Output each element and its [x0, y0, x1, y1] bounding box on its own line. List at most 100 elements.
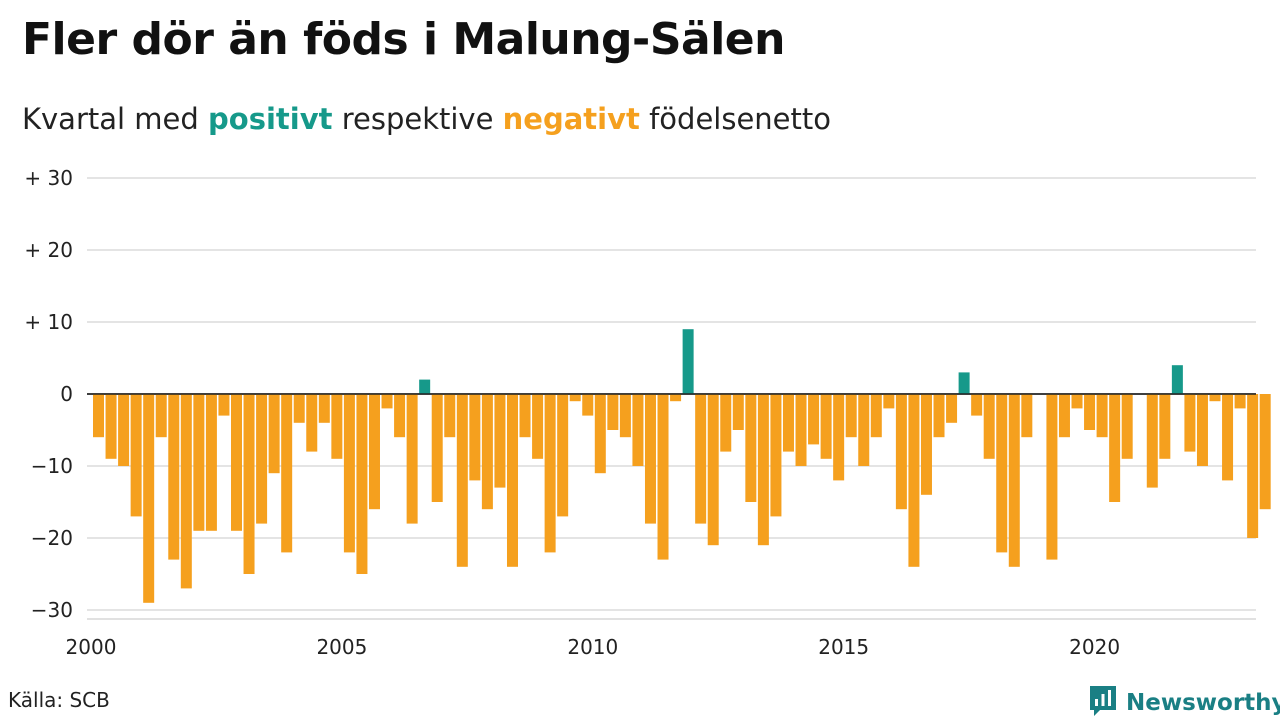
bar-negative [1109, 394, 1121, 502]
bar-negative [870, 394, 882, 438]
bar-negative [1209, 394, 1221, 402]
bar-positive [419, 379, 431, 394]
bar-negative [883, 394, 895, 409]
subtitle-part1: Kvartal med [22, 102, 209, 136]
bar-negative [1259, 394, 1271, 510]
bar-negative [1222, 394, 1234, 481]
bar-negative [381, 394, 393, 409]
bar-negative [1021, 394, 1033, 438]
bar-positive [958, 372, 970, 394]
bar-negative [1184, 394, 1196, 452]
bar-negative [858, 394, 870, 466]
bar-negative [557, 394, 569, 517]
bar-negative [745, 394, 757, 502]
bar-negative [1146, 394, 1158, 488]
chart-subtitle: Kvartal med positivt respektive negativt… [22, 102, 831, 136]
bar-negative [795, 394, 807, 466]
subtitle-part3: födelsenetto [639, 102, 831, 136]
subtitle-negative-word: negativt [502, 102, 640, 136]
bar-negative [808, 394, 820, 445]
bar-negative [306, 394, 318, 452]
bar-negative [569, 394, 581, 402]
bar-negative [619, 394, 631, 438]
bar-negative [218, 394, 230, 416]
bar-negative [544, 394, 556, 553]
bar-negative [720, 394, 732, 452]
bar-positive [682, 329, 694, 394]
bar-negative [833, 394, 845, 481]
bar-negative [1159, 394, 1171, 459]
bar-negative [394, 394, 406, 438]
bar-negative [582, 394, 594, 416]
bar-negative [456, 394, 468, 567]
bar-negative [281, 394, 293, 553]
y-tick-label: −20 [31, 526, 73, 550]
bar-negative [983, 394, 995, 459]
bar-negative [130, 394, 142, 517]
bar-negative [1196, 394, 1208, 466]
y-tick-label: + 30 [24, 166, 73, 190]
y-tick-label: + 10 [24, 310, 73, 334]
bar-negative [193, 394, 205, 531]
bar-negative [670, 394, 682, 402]
bar-negative [1071, 394, 1083, 409]
bar-negative [406, 394, 418, 524]
brand-name: Newsworthy [1126, 690, 1280, 716]
x-axis-labels: 2000 2005 2010 2015 2020 [66, 635, 1121, 659]
bar-negative [331, 394, 343, 459]
bar-negative [368, 394, 380, 510]
bar-negative [657, 394, 669, 560]
bar-negative [845, 394, 857, 438]
bar-negative [632, 394, 644, 466]
bar-negative [293, 394, 305, 423]
bar-negative [205, 394, 217, 531]
bar-negative [1247, 394, 1259, 538]
bar-negative [757, 394, 769, 546]
x-tick-label: 2010 [567, 635, 618, 659]
bar-negative [594, 394, 606, 474]
y-tick-label: 0 [60, 382, 73, 406]
x-tick-label: 2020 [1069, 635, 1120, 659]
bar-negative [644, 394, 656, 524]
bar-negative [93, 394, 104, 438]
bar-negative [908, 394, 920, 567]
bar-negative [143, 394, 155, 603]
bar-negative [268, 394, 280, 474]
bar-negative [607, 394, 619, 430]
bar-negative [1008, 394, 1020, 567]
y-axis-labels: + 30 + 20 + 10 0 −10 −20 −30 [24, 166, 73, 622]
bar-negative [168, 394, 180, 560]
x-tick-label: 2005 [316, 635, 367, 659]
bars [87, 329, 1271, 603]
bar-negative [494, 394, 506, 488]
bar-negative [895, 394, 907, 510]
bar-negative [180, 394, 192, 589]
bar-negative [431, 394, 443, 502]
x-tick-label: 2000 [66, 635, 117, 659]
bar-negative [1121, 394, 1133, 459]
source-note: Källa: SCB [8, 688, 110, 712]
bar-negative [732, 394, 744, 430]
brand-logo[interactable]: Newsworthy [1088, 684, 1280, 722]
bar-negative [782, 394, 794, 452]
bar-negative [118, 394, 130, 466]
bar-negative [105, 394, 117, 459]
bar-negative [519, 394, 531, 438]
bar-negative [946, 394, 958, 423]
subtitle-part2: respektive [332, 102, 503, 136]
bar-negative [318, 394, 330, 423]
bar-negative [481, 394, 493, 510]
y-tick-label: −30 [31, 598, 73, 622]
bar-negative [256, 394, 268, 524]
newsworthy-logo-icon [1088, 684, 1118, 722]
bar-negative [920, 394, 932, 495]
bar-negative [506, 394, 518, 567]
bar-negative [996, 394, 1008, 553]
bar-negative [231, 394, 242, 531]
y-tick-label: + 20 [24, 238, 73, 262]
bar-negative [532, 394, 544, 459]
bar-negative [356, 394, 368, 574]
bar-negative [971, 394, 983, 416]
bar-negative [1058, 394, 1070, 438]
bar-chart: + 30+ 20+ 100−10−20−30 2000 2005 2010 2015 2… [24, 166, 1271, 659]
